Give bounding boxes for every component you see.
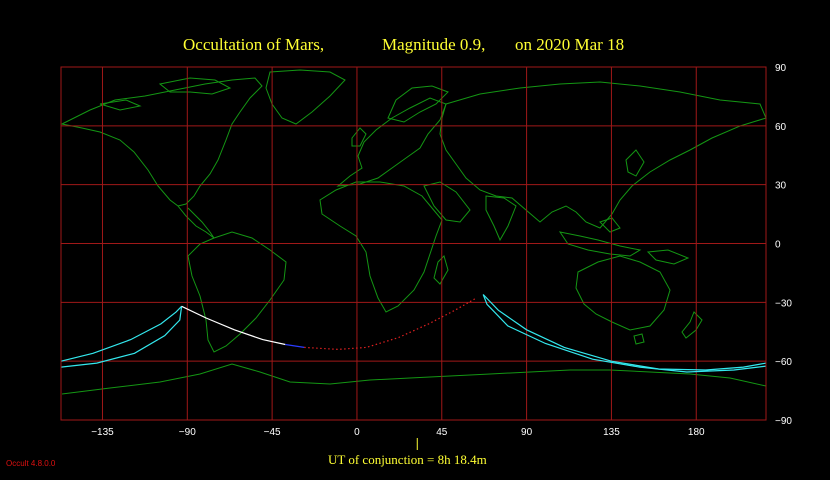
longitude-tick-label: −135: [91, 427, 114, 438]
title-object: Occultation of Mars,: [183, 35, 324, 54]
longitude-tick-label: −90: [179, 427, 196, 438]
longitude-tick-label: 135: [603, 427, 620, 438]
occultation-paths: [60, 294, 767, 373]
latitude-tick-label: 60: [775, 122, 787, 133]
latitude-axis: 90 60 30 0 −30 −60 −90: [775, 63, 792, 427]
coast-madagascar: [433, 255, 449, 285]
title-magnitude: Magnitude 0.9,: [382, 35, 485, 54]
longitude-tick-label: 0: [354, 427, 360, 438]
coast-arabia: [423, 181, 471, 223]
coast-india: [485, 195, 517, 242]
central-line-daylight: [304, 297, 476, 351]
coast-greenland: [265, 69, 346, 125]
east-limit-line-north: [482, 294, 767, 371]
coast-south-america: [187, 231, 287, 353]
latitude-tick-label: −60: [775, 357, 792, 368]
west-limit-line-south: [60, 306, 183, 368]
west-limit-line-north: [60, 305, 183, 362]
version-label: Occult 4.8.0.0: [6, 459, 56, 468]
coast-indonesia: [558, 217, 642, 257]
coast-europe: [336, 97, 447, 187]
coast-central-america: [177, 205, 215, 239]
coastlines: [60, 69, 767, 395]
coast-japan: [625, 149, 645, 177]
coast-arctic-islands: [99, 77, 232, 111]
central-line-twilight: [285, 343, 305, 348]
coast-asia: [439, 81, 767, 229]
conjunction-label: UT of conjunction = 8h 18.4m: [328, 452, 487, 467]
longitude-axis: −135 −90 −45 0 45 90 135 180: [91, 427, 705, 438]
latitude-tick-label: 30: [775, 181, 787, 192]
graticule: [61, 67, 766, 420]
map-frame: [60, 66, 767, 421]
latitude-tick-label: 90: [775, 63, 787, 74]
east-limit-line-south: [482, 294, 767, 373]
coast-australia: [575, 255, 671, 331]
longitude-tick-label: 180: [688, 427, 705, 438]
longitude-tick-label: 45: [436, 427, 448, 438]
title-date: on 2020 Mar 18: [515, 35, 624, 54]
coast-new-guinea: [646, 249, 690, 265]
coast-new-zealand: [681, 311, 703, 339]
coast-north-america: [60, 77, 263, 207]
longitude-tick-label: −45: [264, 427, 281, 438]
coast-tasmania: [633, 333, 645, 345]
latitude-tick-label: 0: [775, 240, 781, 251]
coast-uk: [351, 127, 367, 147]
coast-africa: [319, 181, 443, 313]
longitude-tick-label: 90: [521, 427, 533, 438]
central-line-visible: [181, 305, 286, 346]
coast-antarctica: [61, 363, 767, 395]
coast-scandinavia: [387, 85, 449, 123]
latitude-tick-label: −90: [775, 416, 792, 427]
latitude-tick-label: −30: [775, 298, 792, 309]
